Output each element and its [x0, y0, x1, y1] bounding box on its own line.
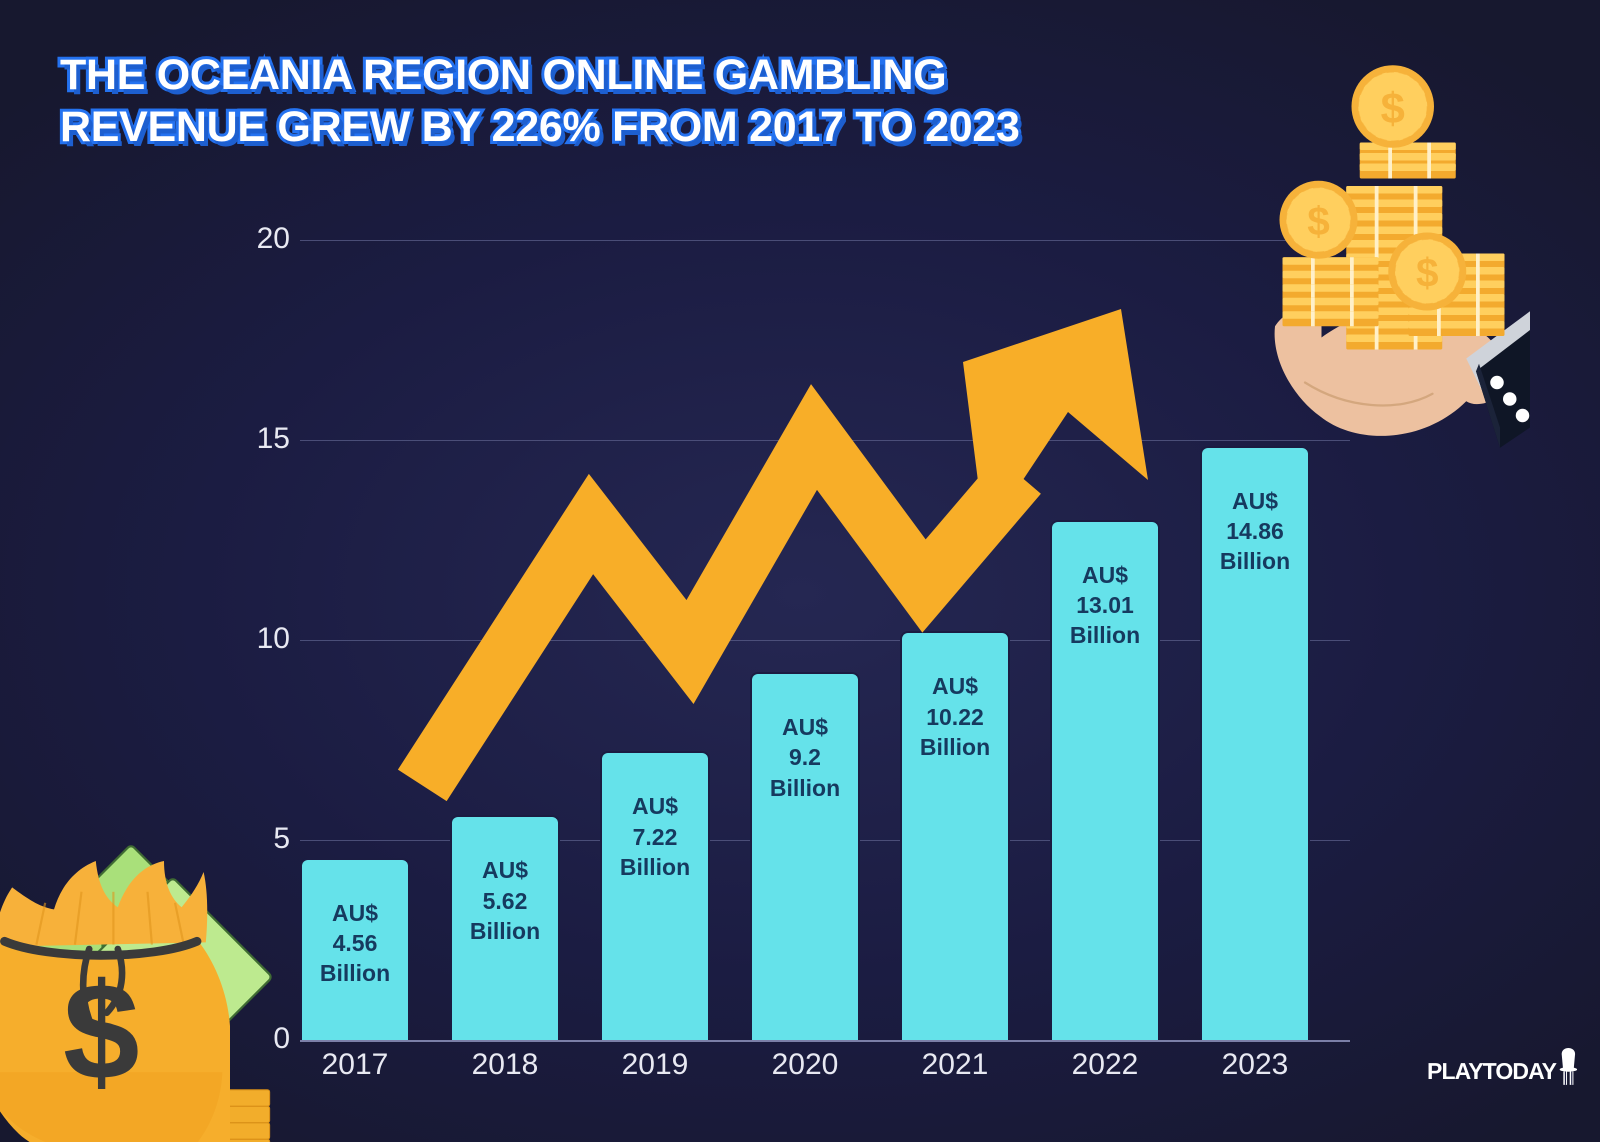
svg-text:$: $: [1416, 251, 1439, 296]
svg-text:PLAYTODAY: PLAYTODAY: [1427, 1058, 1557, 1084]
svg-text:$: $: [1381, 84, 1405, 133]
svg-text:$: $: [1307, 199, 1330, 244]
svg-text:$: $: [63, 956, 139, 1109]
